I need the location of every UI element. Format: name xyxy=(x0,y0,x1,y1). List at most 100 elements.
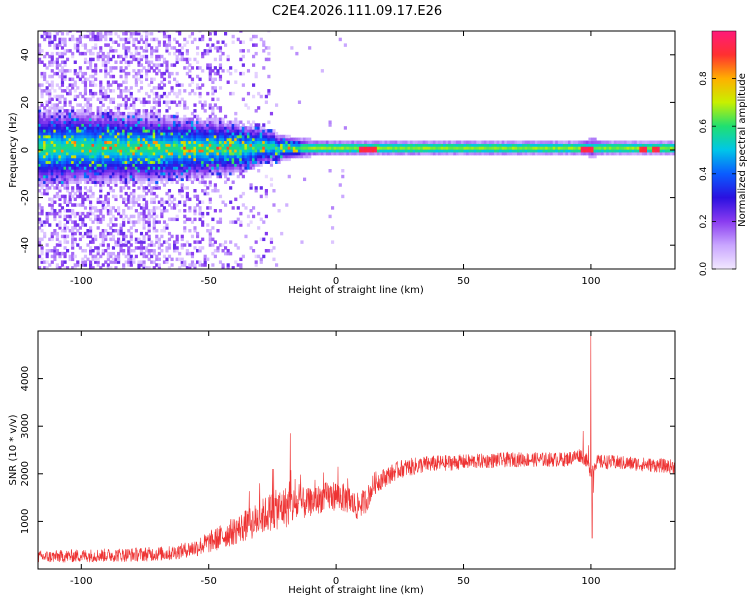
spectrogram-cell xyxy=(285,134,289,139)
spectrogram-cell xyxy=(264,191,268,196)
spectrogram-cell xyxy=(213,89,217,93)
spectrogram-cell xyxy=(244,143,248,147)
spectrogram-cell xyxy=(160,177,164,182)
spectrogram-cell xyxy=(198,166,202,170)
spectrogram-cell xyxy=(318,149,322,153)
spectrogram-cell xyxy=(568,149,572,153)
spectrogram-cell xyxy=(509,140,513,144)
spectrogram-cell xyxy=(264,140,268,144)
spectrogram-cell xyxy=(45,191,49,196)
spectrogram-cell xyxy=(445,151,449,156)
spectrogram-cell xyxy=(139,177,144,182)
spectrogram-cell xyxy=(249,160,253,164)
spectrogram-cell xyxy=(127,114,131,119)
spectrogram-cell xyxy=(81,94,85,99)
spectrogram-cell xyxy=(361,146,365,150)
spectrogram-cell xyxy=(106,137,110,142)
spectrogram-cell xyxy=(129,34,133,39)
spectrogram-cell xyxy=(142,137,146,142)
spectrogram-cell xyxy=(55,103,59,107)
spectrogram-x-tick-label: 100 xyxy=(581,276,600,287)
spectrogram-cell xyxy=(134,117,138,122)
spectrogram-cell xyxy=(124,149,128,153)
spectrogram-cell xyxy=(206,151,210,156)
spectrogram-cell xyxy=(654,151,658,156)
spectrogram-cell xyxy=(468,149,472,153)
spectrogram-cell xyxy=(180,160,184,164)
spectrogram-cell xyxy=(38,129,42,133)
spectrogram-cell xyxy=(185,146,189,150)
spectrogram-cell xyxy=(183,126,187,130)
spectrogram-cell xyxy=(145,171,149,176)
spectrogram-cell xyxy=(218,49,223,53)
spectrogram-cell xyxy=(573,146,577,150)
spectrogram-cell xyxy=(246,69,251,73)
spectrogram-cell xyxy=(175,146,179,150)
spectrogram-cell xyxy=(147,137,151,142)
spectrogram-cell xyxy=(160,80,164,84)
spectrogram-cell xyxy=(218,146,223,150)
spectrogram-cell xyxy=(137,120,141,124)
spectrogram-cell xyxy=(254,160,258,164)
spectrogram-cell xyxy=(175,240,179,244)
spectrogram-cell xyxy=(106,197,110,202)
spectrogram-cell xyxy=(254,129,258,133)
spectrogram-cell xyxy=(109,137,113,142)
spectrogram-cell xyxy=(45,220,49,224)
spectrogram-cell xyxy=(448,146,452,150)
spectrogram-cell xyxy=(201,166,205,170)
spectrogram-cell xyxy=(262,66,266,70)
spectrogram-cell xyxy=(152,206,156,210)
spectrogram-cell xyxy=(81,257,85,262)
spectrogram-cell xyxy=(129,171,133,176)
spectrogram-cell xyxy=(305,154,309,159)
spectrogram-cell xyxy=(55,126,59,130)
spectrogram-cell xyxy=(175,237,179,242)
spectrogram-cell xyxy=(66,109,70,113)
spectrogram-cell xyxy=(109,123,113,127)
spectrogram-cell xyxy=(63,71,67,76)
spectrogram-cell xyxy=(96,37,100,42)
spectrogram-cell xyxy=(213,183,217,187)
spectrogram-cell xyxy=(68,137,72,142)
spectrogram-cell xyxy=(206,146,210,150)
spectrogram-cell xyxy=(305,146,309,150)
spectrogram-cell xyxy=(257,151,261,156)
spectrogram-cell xyxy=(83,163,88,167)
spectrogram-cell xyxy=(180,146,184,150)
spectrogram-cell xyxy=(351,146,355,150)
spectrogram-cell xyxy=(45,117,49,122)
spectrogram-cell xyxy=(53,34,57,39)
spectrogram-cell xyxy=(213,131,217,136)
spectrogram-cell xyxy=(206,123,210,127)
spectrogram-cell xyxy=(66,134,70,139)
spectrogram-cell xyxy=(76,109,80,113)
spectrogram-cell xyxy=(104,63,108,67)
spectrogram-cell xyxy=(570,140,574,144)
spectrogram-cell xyxy=(180,131,184,136)
spectrogram-cell xyxy=(514,143,518,147)
spectrogram-cell xyxy=(152,177,156,182)
spectrogram-cell xyxy=(99,83,103,87)
spectrogram-cell xyxy=(157,143,161,147)
spectrogram-cell xyxy=(142,260,146,264)
spectrogram-cell xyxy=(455,143,460,147)
spectrogram-cell xyxy=(89,91,93,96)
spectrogram-cell xyxy=(188,151,192,156)
spectrogram-cell xyxy=(170,143,174,147)
spectrogram-cell xyxy=(89,249,93,253)
spectrogram-cell xyxy=(641,143,646,147)
spectrogram-cell xyxy=(208,231,212,236)
spectrogram-cell xyxy=(162,71,167,76)
spectrogram-cell xyxy=(226,54,230,59)
spectrogram-cell xyxy=(448,143,452,147)
spectrogram-cell xyxy=(101,137,105,142)
spectrogram-cell xyxy=(50,157,54,162)
spectrogram-cell xyxy=(211,120,215,124)
spectrogram-cell xyxy=(193,209,197,213)
spectrogram-cell xyxy=(167,151,172,156)
spectrogram-cell xyxy=(86,137,90,142)
spectrogram-cell xyxy=(647,140,651,144)
spectrogram-cell xyxy=(124,89,128,93)
spectrogram-cell xyxy=(117,123,121,127)
